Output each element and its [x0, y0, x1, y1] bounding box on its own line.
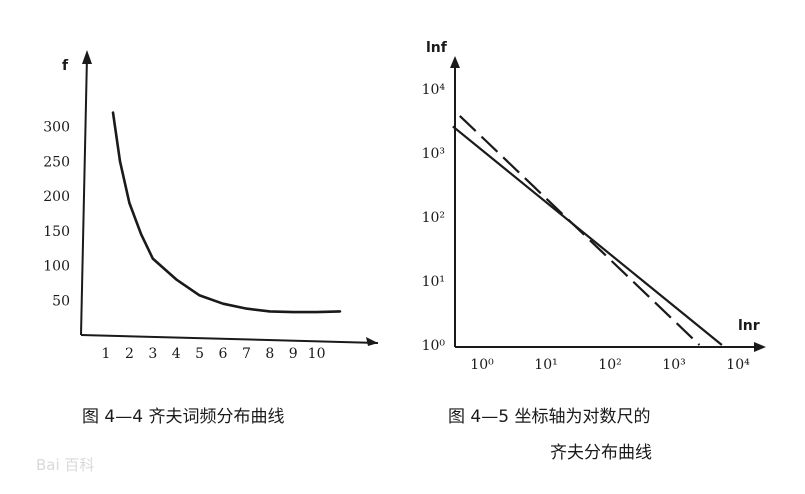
left-chart-caption: 图 4—4 齐夫词频分布曲线 [82, 407, 285, 427]
left-y-tick-label: 200 [43, 189, 70, 205]
left-y-tick-label: 250 [43, 154, 70, 170]
left-x-tick-label: 5 [195, 346, 204, 362]
left-x-tick-label: 7 [242, 346, 251, 362]
right-x-tick-label: 10² [598, 357, 621, 373]
right-x-tick-label: 10¹ [534, 357, 557, 373]
left-x-tick-label: 3 [148, 346, 157, 362]
left-x-axis [80, 334, 379, 344]
left-y-axis-label: f [62, 58, 69, 74]
left-x-tick-label: 9 [289, 346, 298, 362]
right-chart-caption-line-2: 齐夫分布曲线 [550, 443, 652, 463]
right-series-dashed-line [459, 115, 701, 346]
right-x-tick-label: 10³ [662, 357, 685, 373]
right-y-tick-label: 10⁰ [422, 338, 446, 354]
left-x-axis-arrow [366, 337, 378, 346]
right-x-tick-label: 10⁰ [470, 357, 494, 373]
right-x-axis-label: lnr [738, 318, 760, 334]
right-y-tick-label: 10¹ [422, 274, 445, 290]
left-y-tick-label: 150 [43, 224, 70, 240]
left-y-tick-label: 50 [52, 293, 70, 309]
right-y-axis-arrow [450, 56, 460, 68]
left-x-tick-label: 6 [219, 346, 228, 362]
left-y-tick-label: 300 [43, 120, 70, 136]
right-y-tick-label: 10² [422, 210, 445, 226]
left-x-tick-label: 4 [172, 346, 181, 362]
left-x-tick-label: 10 [308, 346, 326, 362]
watermark: Bai 百科 [36, 456, 95, 474]
right-y-tick-label: 10⁴ [422, 82, 446, 98]
left-y-tick-label: 100 [43, 259, 70, 275]
left-y-axis-arrow [82, 50, 92, 64]
left-x-tick-label: 8 [265, 346, 274, 362]
right-chart-caption-line-1: 图 4—5 坐标轴为对数尺的 [448, 407, 651, 427]
right-x-axis-arrow [754, 342, 766, 352]
left-x-tick-label: 1 [102, 346, 111, 362]
right-series-solid-line [452, 125, 723, 346]
left-x-tick-label: 2 [125, 346, 134, 362]
right-y-axis-label: lnf [426, 40, 448, 56]
right-x-tick-label: 10⁴ [726, 357, 750, 373]
right-y-tick-label: 10³ [422, 146, 445, 162]
left-series-line [111, 111, 342, 314]
left-y-axis [80, 55, 88, 336]
